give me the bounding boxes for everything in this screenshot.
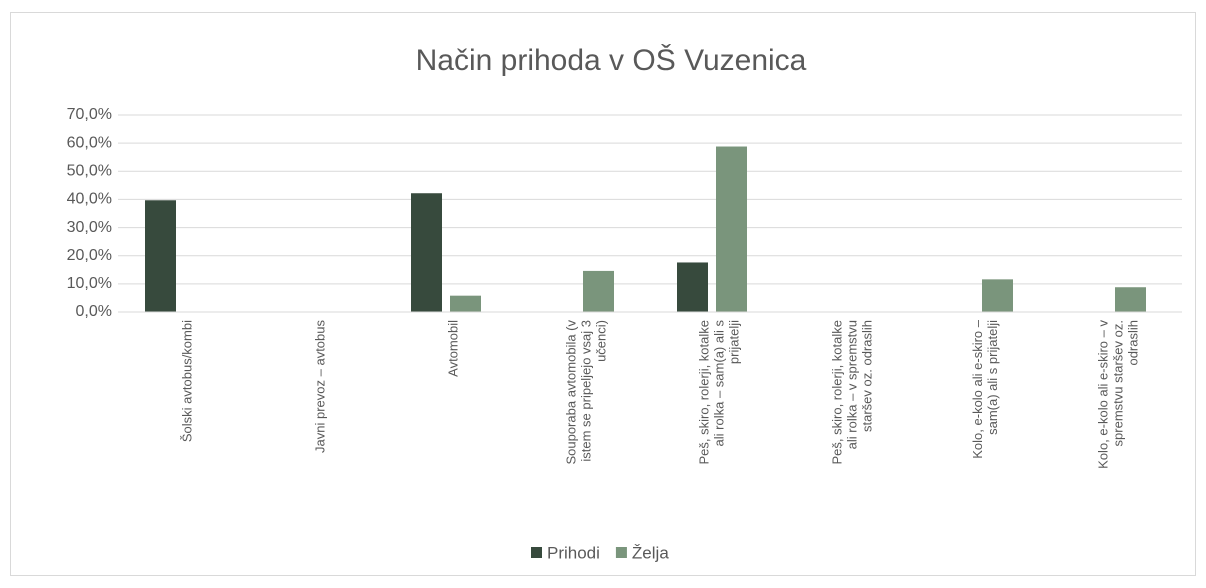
legend-label: Želja (632, 543, 669, 562)
y-tick-label: 10,0% (67, 275, 112, 292)
bar (982, 279, 1013, 312)
chart-title: Način prihoda v OŠ Vuzenica (416, 43, 807, 77)
x-tick-label: Šolski avtobus/kombi (180, 320, 195, 442)
x-tick-label: Javni prevoz – avtobus (313, 320, 328, 453)
legend-swatch (531, 547, 542, 558)
bar (1115, 287, 1146, 312)
x-tick-label: Avtomobil (446, 320, 461, 377)
x-tick-label: Peš, skiro, rolerji, kotalkeali rolka – … (830, 320, 875, 465)
y-tick-label: 50,0% (67, 163, 112, 180)
y-tick-label: 40,0% (67, 191, 112, 208)
legend-swatch (615, 547, 627, 558)
bar (145, 200, 176, 312)
bar (583, 270, 614, 312)
y-tick-label: 20,0% (67, 247, 112, 264)
x-tick-label: Peš, skiro, rolerji, kotalkeali rolka – … (697, 320, 742, 465)
legend-label: Prihodi (547, 543, 600, 562)
bar (450, 295, 481, 312)
bar (411, 193, 442, 312)
x-tick-label: Kolo, e-kolo ali e-skiro – vspremstvu st… (1096, 320, 1141, 469)
x-tick-label: Souporaba avtomobila (vistem se pripelje… (564, 320, 609, 465)
x-tick-label: Kolo, e-kolo ali e-skiro –sam(a) ali s p… (970, 319, 1000, 458)
bar (716, 146, 747, 312)
y-tick-label: 0,0% (76, 303, 112, 320)
y-tick-label: 60,0% (67, 134, 112, 151)
y-tick-label: 30,0% (67, 219, 112, 236)
bar (677, 262, 708, 312)
y-tick-label: 70,0% (67, 106, 112, 123)
